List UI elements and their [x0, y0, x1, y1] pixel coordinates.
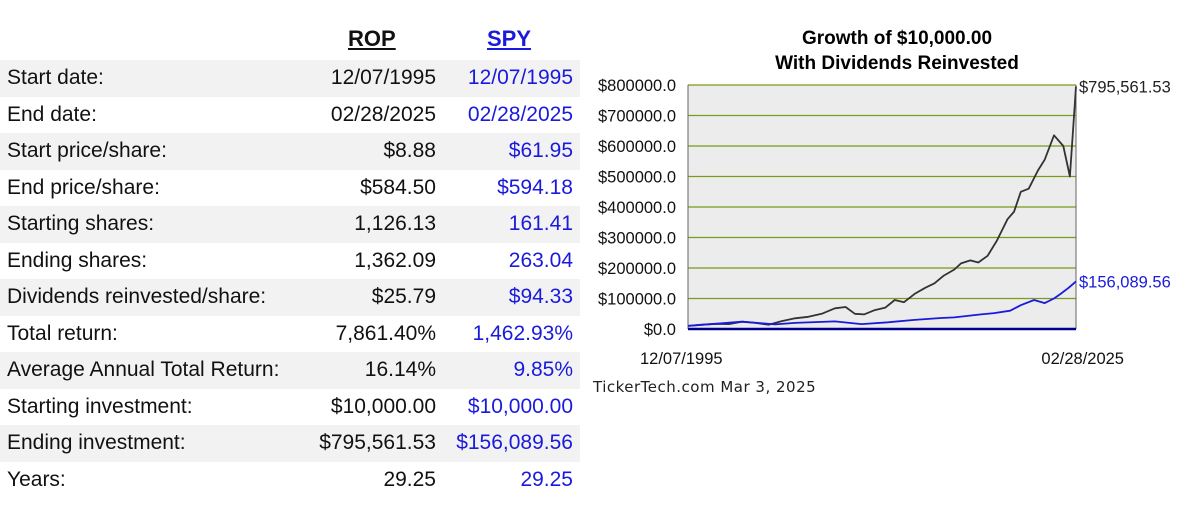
chart-title-line1: Growth of $10,000.00	[801, 28, 993, 49]
row-label: Total return:	[7, 321, 118, 345]
spy-value: 02/28/2025	[467, 102, 573, 126]
table-row: End date: 02/28/2025 02/28/2025	[0, 97, 580, 134]
table-row: Start date: 12/07/1995 12/07/1995	[0, 60, 580, 97]
spy-value: 263.04	[508, 248, 573, 272]
table-row: Ending shares: 1,362.09 263.04	[0, 243, 580, 280]
rop-value: 7,861.40%	[335, 321, 436, 345]
growth-chart-svg: $0.0 $100000.0 $200000.0 $300000.0 $400000.0…	[598, 77, 1171, 368]
row-label: Ending investment:	[7, 431, 186, 454]
spy-value: $61.95	[508, 139, 573, 162]
spy-value: $10,000.00	[467, 394, 573, 418]
series-line-spy	[687, 280, 1077, 327]
rop-value: 12/07/1995	[330, 66, 436, 89]
y-tick-label: $300000.0	[598, 230, 676, 248]
spy-ticker-link[interactable]: SPY	[487, 26, 532, 51]
row-label: Years:	[7, 467, 66, 491]
y-tick-label: $500000.0	[598, 169, 676, 187]
row-label: End date:	[7, 102, 97, 126]
x-tick-label: 12/07/1995	[640, 350, 723, 368]
chart-title: Growth of $10,000.00 With Dividends Rein…	[583, 26, 1200, 76]
rop-value: 29.25	[383, 467, 436, 491]
rop-value: $8.88	[383, 139, 436, 162]
growth-chart: Growth of $10,000.00 With Dividends Rein…	[583, 0, 1200, 524]
rop-value: 02/28/2025	[330, 102, 436, 126]
table-row: Average Annual Total Return: 16.14% 9.85%	[0, 352, 580, 389]
row-label: Ending shares:	[7, 248, 148, 272]
row-label: Dividends reinvested/share:	[7, 285, 267, 308]
y-tick-label: $700000.0	[598, 108, 676, 126]
table-header-row: ROP SPY	[0, 22, 580, 60]
comparison-table: ROP SPY Start date: 12/07/1995 12/07/1995 E…	[0, 22, 580, 498]
rop-value: $10,000.00	[330, 394, 436, 418]
x-tick-label: 02/28/2025	[1041, 350, 1124, 368]
row-label: Starting investment:	[7, 394, 193, 418]
rop-value: 16.14%	[364, 358, 436, 381]
table-row: Starting shares: 1,126.13 161.41	[0, 206, 580, 243]
y-tick-label: $200000.0	[598, 260, 676, 278]
spy-value: $94.33	[508, 285, 573, 308]
series-end-label: $156,089.56	[1079, 273, 1171, 291]
y-tick-label: $400000.0	[598, 199, 676, 217]
spy-value: 9.85%	[513, 358, 573, 381]
row-label: Average Annual Total Return:	[7, 358, 280, 381]
spy-value: $594.18	[497, 175, 573, 199]
y-tick-label: $0.0	[644, 321, 676, 339]
table-body: Start date: 12/07/1995 12/07/1995 End date:…	[0, 60, 580, 498]
spy-value: $156,089.56	[456, 431, 573, 454]
table-row: Ending investment: $795,561.53 $156,089.56	[0, 425, 580, 462]
y-tick-label: $600000.0	[598, 138, 676, 156]
spy-value: 161.41	[508, 212, 573, 235]
row-label: Starting shares:	[7, 212, 155, 235]
row-label: Start price/share:	[7, 139, 167, 162]
table-row: Years: 29.25 29.25	[0, 462, 580, 499]
rop-value: 1,126.13	[354, 212, 436, 235]
row-label: Start date:	[7, 66, 104, 89]
y-tick-label: $100000.0	[598, 291, 676, 309]
spy-value: 1,462.93%	[472, 321, 573, 345]
rop-ticker-link[interactable]: ROP	[348, 26, 396, 51]
table-row: End price/share: $584.50 $594.18	[0, 170, 580, 207]
spy-value: 12/07/1995	[467, 66, 573, 89]
spy-value: 29.25	[520, 467, 573, 491]
rop-value: $25.79	[371, 285, 436, 308]
chart-watermark: TickerTech.com Mar 3, 2025	[593, 378, 817, 396]
table-row: Total return: 7,861.40% 1,462.93%	[0, 316, 580, 353]
rop-value: $795,561.53	[319, 431, 436, 454]
chart-title-line2: With Dividends Reinvested	[775, 53, 1019, 74]
row-label: End price/share:	[7, 175, 160, 199]
rop-value: 1,362.09	[354, 248, 436, 272]
table-row: Starting investment: $10,000.00 $10,000.00	[0, 389, 580, 426]
series-end-label: $795,561.53	[1079, 78, 1171, 96]
table-row: Dividends reinvested/share: $25.79 $94.33	[0, 279, 580, 316]
table-row: Start price/share: $8.88 $61.95	[0, 133, 580, 170]
y-tick-label: $800000.0	[598, 77, 676, 95]
rop-value: $584.50	[360, 175, 436, 199]
